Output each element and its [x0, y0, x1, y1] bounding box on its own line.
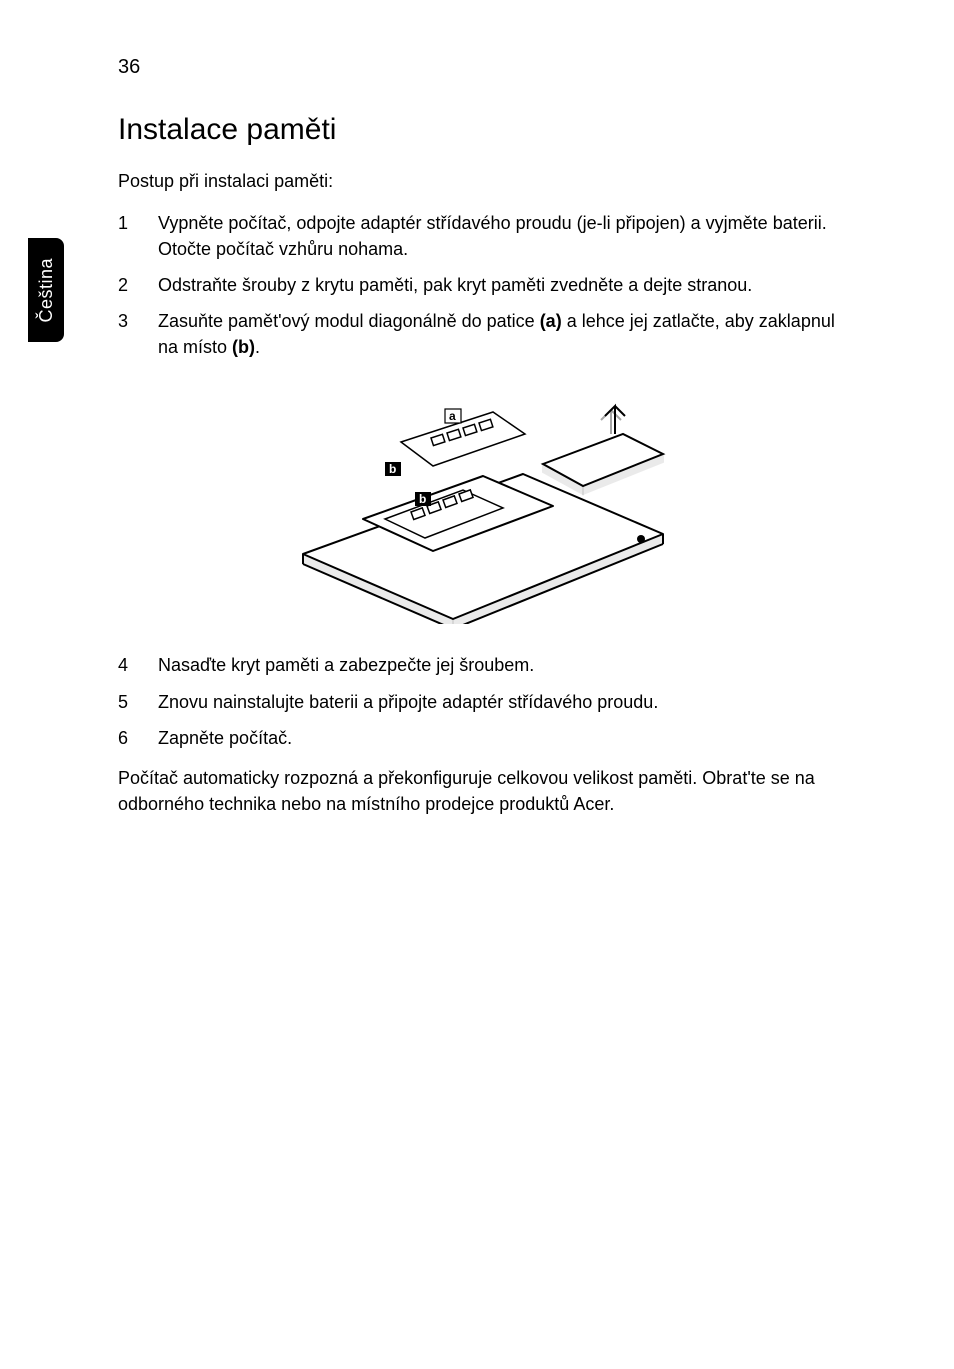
memory-install-illustration: a b b [293, 384, 673, 624]
step-number: 3 [118, 308, 132, 360]
step-text-bold-a: (a) [540, 311, 562, 331]
step-item: 1 Vypněte počítač, odpojte adaptér stříd… [118, 210, 848, 262]
step-item: 6 Zapněte počítač. [118, 725, 848, 751]
step-text-post: . [255, 337, 260, 357]
step-text: Odstraňte šrouby z krytu paměti, pak kry… [158, 272, 752, 298]
svg-text:a: a [449, 409, 456, 423]
step-text-pre: Zasuňte pamět'ový modul diagonálně do pa… [158, 311, 540, 331]
step-text: Vypněte počítač, odpojte adaptér střídav… [158, 210, 848, 262]
step-number: 2 [118, 272, 132, 298]
step-number: 6 [118, 725, 132, 751]
svg-text:b: b [419, 492, 426, 506]
step-text-bold-b: (b) [232, 337, 255, 357]
language-side-tab: Čeština [28, 238, 64, 342]
memory-install-figure: a b b [118, 384, 848, 624]
step-text: Znovu nainstalujte baterii a připojte ad… [158, 689, 658, 715]
svg-text:b: b [389, 462, 396, 476]
step-item: 4 Nasaďte kryt paměti a zabezpečte jej š… [118, 652, 848, 678]
outro-text: Počítač automaticky rozpozná a překonfig… [118, 765, 848, 817]
intro-text: Postup při instalaci paměti: [118, 171, 848, 192]
page-body: 36 Instalace paměti Postup při instalaci… [118, 56, 848, 817]
step-item: 3 Zasuňte pamět'ový modul diagonálně do … [118, 308, 848, 360]
step-text: Zasuňte pamět'ový modul diagonálně do pa… [158, 308, 848, 360]
page-number: 36 [118, 56, 848, 79]
step-item: 5 Znovu nainstalujte baterii a připojte … [118, 689, 848, 715]
language-side-tab-label: Čeština [36, 258, 57, 323]
page-title: Instalace paměti [118, 113, 848, 147]
step-number: 5 [118, 689, 132, 715]
steps-list-cont: 4 Nasaďte kryt paměti a zabezpečte jej š… [118, 652, 848, 750]
step-number: 1 [118, 210, 132, 262]
steps-list: 1 Vypněte počítač, odpojte adaptér stříd… [118, 210, 848, 360]
step-item: 2 Odstraňte šrouby z krytu paměti, pak k… [118, 272, 848, 298]
step-number: 4 [118, 652, 132, 678]
step-text: Nasaďte kryt paměti a zabezpečte jej šro… [158, 652, 534, 678]
step-text: Zapněte počítač. [158, 725, 292, 751]
